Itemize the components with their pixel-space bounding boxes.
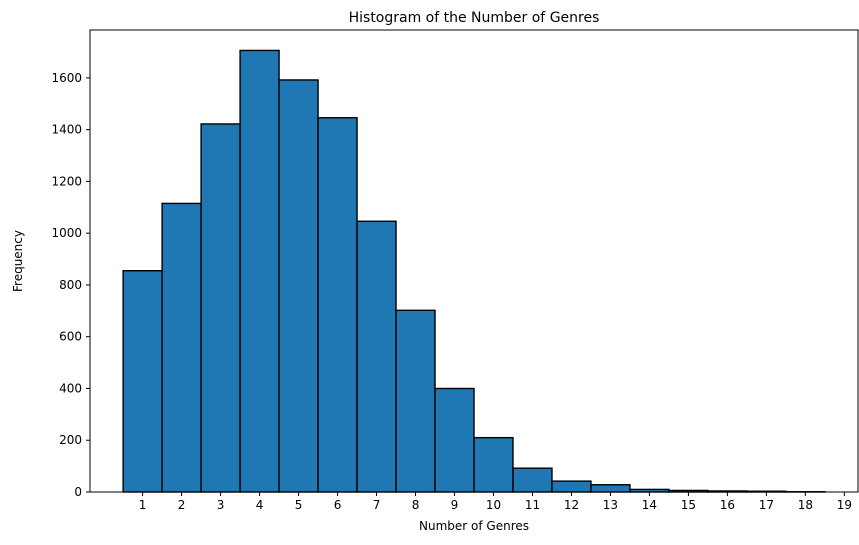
y-tick-label: 600 — [59, 330, 82, 344]
plot-frame — [89, 29, 859, 493]
bar-13 — [590, 484, 631, 493]
bar-5 — [278, 79, 319, 493]
bar-12 — [551, 480, 592, 493]
bars-group — [122, 49, 826, 493]
y-tick-label: 1200 — [51, 174, 82, 188]
x-tick-label: 5 — [295, 498, 303, 512]
x-tick-label: 15 — [681, 498, 696, 512]
bar-6 — [317, 117, 358, 493]
bar-7 — [356, 220, 397, 493]
x-tick-label: 14 — [642, 498, 657, 512]
y-tick-label: 1400 — [51, 123, 82, 137]
bar-10 — [473, 436, 514, 493]
x-tick-label: 10 — [486, 498, 501, 512]
x-tick-label: 7 — [373, 498, 381, 512]
x-tick-label: 2 — [178, 498, 186, 512]
x-tick-label: 1 — [139, 498, 147, 512]
x-tick-label: 11 — [525, 498, 540, 512]
x-tick-label: 9 — [451, 498, 459, 512]
x-axis-ticks: 1 2 3 4 5 6 7 8 9 10 11 12 13 14 15 16 17 18 19 — [139, 492, 852, 512]
y-tick-label: 200 — [59, 433, 82, 447]
chart-title: Histogram of the Number of Genres — [349, 10, 600, 26]
bar-1 — [122, 270, 163, 493]
x-tick-label: 17 — [759, 498, 774, 512]
y-axis-label: Frequency — [11, 230, 25, 292]
bar-4 — [239, 49, 280, 493]
x-axis-label: Number of Genres — [419, 519, 529, 533]
y-tick-label: 800 — [59, 278, 82, 292]
bar-3 — [200, 123, 241, 493]
y-tick-label: 1600 — [51, 71, 82, 85]
x-tick-label: 3 — [217, 498, 225, 512]
y-tick-label: 0 — [74, 485, 82, 499]
x-tick-label: 8 — [412, 498, 420, 512]
x-tick-label: 4 — [256, 498, 264, 512]
y-axis-ticks: 0 200 400 600 800 1000 1200 1400 1600 — [51, 71, 90, 499]
bar-8 — [395, 309, 436, 493]
x-tick-label: 6 — [334, 498, 342, 512]
x-tick-label: 18 — [798, 498, 813, 512]
x-tick-label: 13 — [603, 498, 618, 512]
bar-9 — [434, 387, 475, 493]
bar-2 — [161, 202, 202, 493]
bar-11 — [512, 467, 553, 493]
x-tick-label: 19 — [837, 498, 852, 512]
x-tick-label: 12 — [564, 498, 579, 512]
y-tick-label: 1000 — [51, 226, 82, 240]
x-tick-label: 16 — [720, 498, 735, 512]
y-tick-label: 400 — [59, 381, 82, 395]
